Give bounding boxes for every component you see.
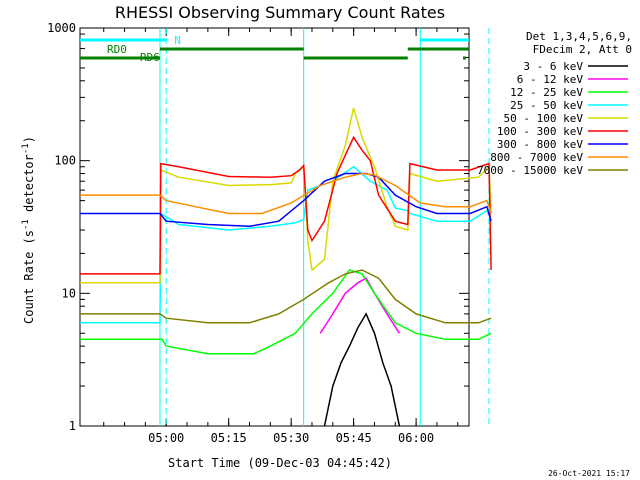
series-line-6 bbox=[80, 172, 492, 228]
y-tick-label-3: 1000 bbox=[47, 21, 76, 35]
legend-label-1: 6 - 12 keV bbox=[517, 73, 584, 86]
legend: Det 1,3,4,5,6,9, FDecim 2, Att 0 3 - 6 k… bbox=[477, 30, 632, 177]
legend-header-line-2: FDecim 2, Att 0 bbox=[533, 43, 632, 56]
x-tick-label-0: 05:00 bbox=[148, 431, 184, 445]
series-line-2 bbox=[80, 269, 492, 355]
x-tick-label-3: 05:45 bbox=[336, 431, 372, 445]
series-line-3 bbox=[80, 165, 492, 324]
y-tick-label-1: 10 bbox=[62, 286, 76, 300]
series-line-1 bbox=[319, 277, 401, 334]
legend-label-3: 25 - 50 keV bbox=[510, 99, 583, 112]
y-tick-label-2: 100 bbox=[54, 154, 76, 168]
timestamp: 26-Oct-2021 15:17 bbox=[548, 469, 630, 478]
plot-frame bbox=[79, 27, 470, 427]
series-line-7 bbox=[80, 172, 492, 215]
legend-label-4: 50 - 100 keV bbox=[504, 112, 584, 125]
legend-header-line-1: Det 1,3,4,5,6,9, bbox=[526, 30, 632, 43]
series-line-0 bbox=[323, 312, 401, 427]
legend-label-8: 7000 - 15000 keV bbox=[477, 164, 583, 177]
legend-label-7: 800 - 7000 keV bbox=[490, 151, 583, 164]
annotation-rd6: RD6 bbox=[140, 51, 160, 64]
legend-label-2: 12 - 25 keV bbox=[510, 86, 583, 99]
chart-title: RHESSI Observing Summary Count Rates bbox=[115, 3, 445, 22]
x-tick-label-4: 06:00 bbox=[398, 431, 434, 445]
legend-label-0: 3 - 6 keV bbox=[523, 60, 583, 73]
y-axis-label: Count Rate (s-1 detector-1) bbox=[21, 136, 36, 324]
x-tick-label-2: 05:30 bbox=[273, 431, 309, 445]
x-tick-label-1: 05:15 bbox=[211, 431, 247, 445]
legend-label-6: 300 - 800 keV bbox=[497, 138, 583, 151]
y-tick-label-0: 1 bbox=[69, 419, 76, 433]
legend-label-5: 100 - 300 keV bbox=[497, 125, 583, 138]
annotation-n: N bbox=[174, 34, 181, 47]
series-line-5 bbox=[80, 135, 492, 275]
series-line-8 bbox=[80, 269, 492, 324]
x-axis-label: Start Time (09-Dec-03 04:45:42) bbox=[168, 456, 392, 470]
annotation-rd0: RD0 bbox=[107, 43, 127, 56]
